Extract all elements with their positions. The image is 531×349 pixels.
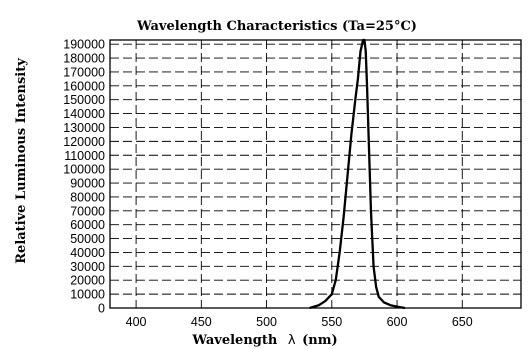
y-tick-label: 80000 <box>70 190 105 204</box>
y-tick-label: 60000 <box>70 218 105 232</box>
y-tick-label: 10000 <box>70 288 105 302</box>
y-tick-label: 170000 <box>63 65 105 79</box>
x-axis-label-name: Wavelength <box>191 333 277 348</box>
y-tick-label: 130000 <box>63 121 105 135</box>
x-tick-label: 500 <box>256 315 277 329</box>
y-tick-label: 160000 <box>63 79 105 93</box>
x-tick-label: 550 <box>321 315 342 329</box>
y-tick-label: 150000 <box>63 93 105 107</box>
y-tick-label: 30000 <box>70 260 105 274</box>
y-tick-label: 180000 <box>63 52 105 66</box>
y-tick-label: 90000 <box>70 177 105 191</box>
y-tick-label: 0 <box>98 302 105 316</box>
x-axis-label: Wavelength λ (nm) <box>191 333 337 348</box>
chart-title: Wavelength Characteristics (Ta=25°C) <box>136 19 417 34</box>
y-tick-label: 190000 <box>63 38 105 52</box>
x-tick-labels: 400 450 500 550 600 650 <box>126 315 473 329</box>
plot-frame <box>109 39 522 309</box>
y-tick-labels: 0100002000030000400005000060000700008000… <box>63 38 105 316</box>
y-tick-label: 40000 <box>70 246 105 260</box>
y-tick-label: 110000 <box>64 149 105 163</box>
intensity-curve <box>309 38 406 310</box>
grid-lines <box>110 40 521 308</box>
y-tick-label: 70000 <box>70 204 105 218</box>
y-tick-label: 50000 <box>70 232 105 246</box>
y-tick-label: 140000 <box>63 107 105 121</box>
y-axis-label: Relative Luminous Intensity <box>14 58 29 264</box>
y-tick-label: 120000 <box>63 135 105 149</box>
y-tick-label: 20000 <box>70 274 105 288</box>
y-tick-label: 100000 <box>63 163 105 177</box>
x-tick-label: 450 <box>191 315 212 329</box>
x-tick-label: 650 <box>452 315 473 329</box>
x-axis-label-symbol: λ <box>288 333 296 348</box>
x-tick-label: 400 <box>126 315 147 329</box>
x-tick-label: 600 <box>387 315 408 329</box>
x-axis-label-unit: (nm) <box>302 333 338 348</box>
